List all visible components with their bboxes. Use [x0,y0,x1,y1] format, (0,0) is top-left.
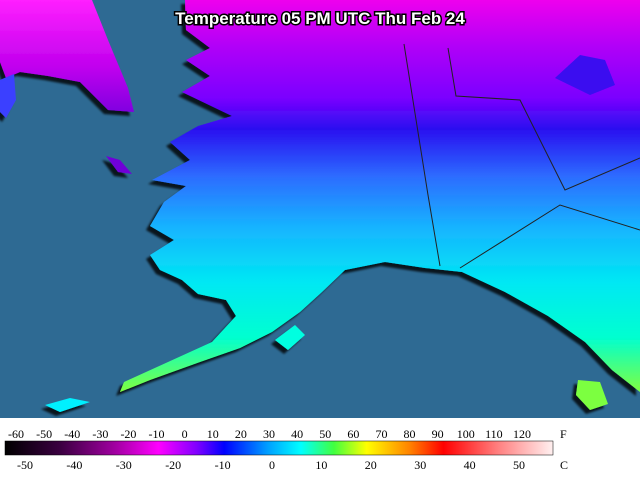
celsius-tick: -10 [215,458,231,472]
fahrenheit-unit: F [560,427,567,441]
borders [403,43,640,269]
celsius-tick: -40 [66,458,82,472]
fahrenheit-tick: 90 [432,427,444,441]
border-line [403,43,441,267]
celsius-tick: -50 [17,458,33,472]
celsius-unit: C [560,458,568,472]
land [0,0,640,412]
fahrenheit-tick: 110 [485,427,503,441]
celsius-tick: -30 [116,458,132,472]
fahrenheit-tick: 20 [235,427,247,441]
fahrenheit-tick: 120 [513,427,531,441]
fahrenheit-tick: 0 [182,427,188,441]
fahrenheit-tick: -40 [64,427,80,441]
celsius-tick: -20 [165,458,181,472]
color-bar [4,440,554,456]
fahrenheit-tick: 80 [404,427,416,441]
fahrenheit-tick: 100 [457,427,475,441]
celsius-tick: 40 [464,458,476,472]
fahrenheit-tick: -10 [149,427,165,441]
fahrenheit-tick: 30 [263,427,275,441]
border-line [459,204,640,269]
fahrenheit-tick: 70 [375,427,387,441]
fahrenheit-tick: 60 [347,427,359,441]
fahrenheit-tick: 40 [291,427,303,441]
celsius-tick: 50 [513,458,525,472]
border-line [447,47,640,191]
fahrenheit-tick: -60 [8,427,24,441]
celsius-tick: 20 [365,458,377,472]
map-title: Temperature 05 PM UTC Thu Feb 24 [175,9,465,28]
fahrenheit-tick: -50 [36,427,52,441]
celsius-tick: 0 [269,458,275,472]
celsius-tick: 30 [414,458,426,472]
celsius-tick: 10 [315,458,327,472]
fahrenheit-tick: -30 [92,427,108,441]
fahrenheit-tick: 10 [207,427,219,441]
fahrenheit-tick: 50 [319,427,331,441]
fahrenheit-tick: -20 [120,427,136,441]
